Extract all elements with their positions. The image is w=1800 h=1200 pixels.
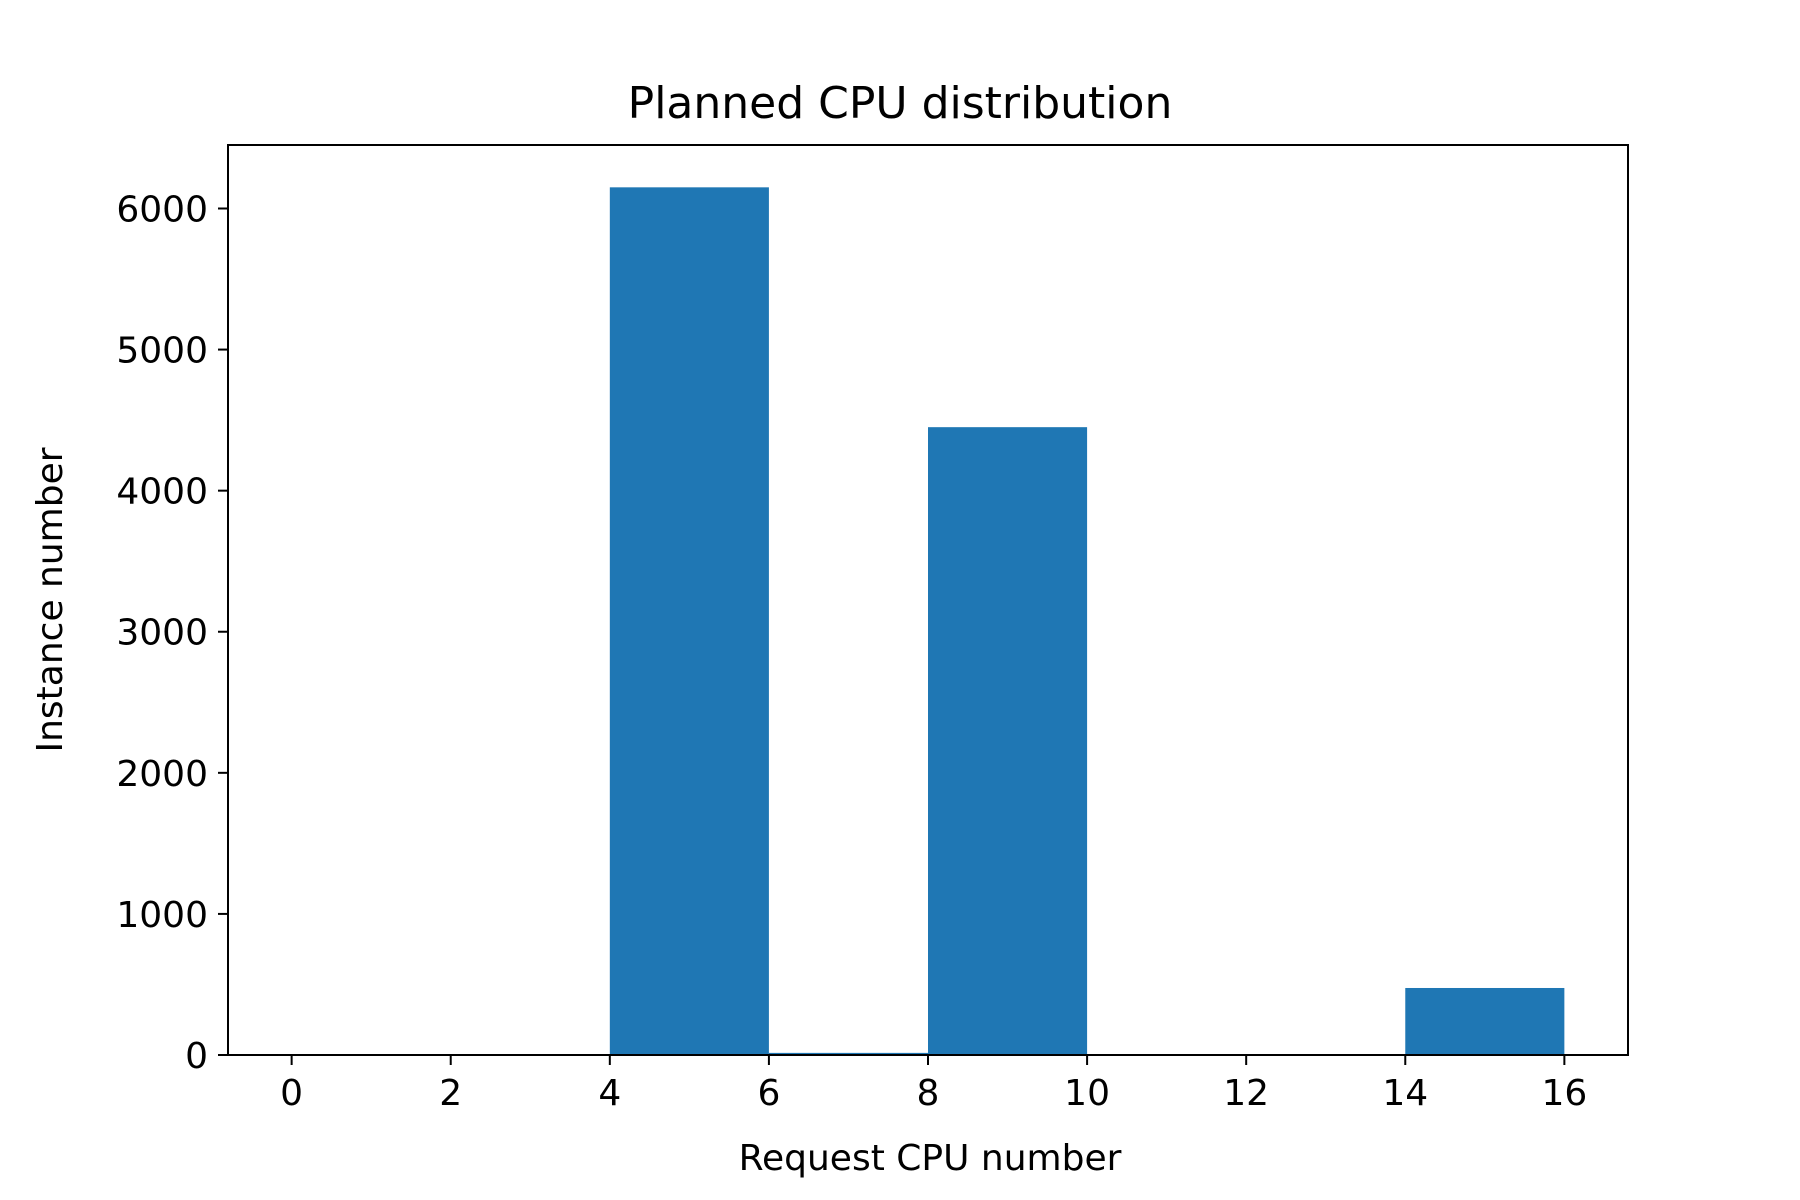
y-tick-label-1: 1000 — [116, 895, 208, 936]
x-tick-label-2: 4 — [598, 1073, 621, 1114]
x-tick-label-8: 16 — [1541, 1073, 1587, 1114]
x-tick-label-5: 10 — [1064, 1073, 1110, 1114]
chart-title: Planned CPU distribution — [628, 78, 1173, 129]
y-axis-ticks: 0 1000 2000 3000 4000 5000 6000 — [116, 189, 228, 1077]
bars-group — [609, 187, 1565, 1056]
x-tick-label-7: 14 — [1382, 1073, 1428, 1114]
x-tick-label-1: 2 — [439, 1073, 462, 1114]
y-tick-label-5: 5000 — [116, 331, 208, 372]
x-tick-label-3: 6 — [757, 1073, 780, 1114]
y-tick-label-0: 0 — [185, 1036, 208, 1077]
y-tick-label-6: 6000 — [116, 189, 208, 230]
histogram-bar-3 — [768, 1052, 928, 1055]
x-tick-label-4: 8 — [917, 1073, 940, 1114]
x-tick-label-6: 12 — [1223, 1073, 1269, 1114]
x-axis-ticks: 0 2 4 6 8 10 12 14 16 — [280, 1055, 1587, 1114]
x-axis-label: Request CPU number — [739, 1138, 1122, 1179]
histogram-bar-2 — [609, 187, 769, 1056]
histogram-bar-4 — [928, 427, 1088, 1055]
histogram-bar-7 — [1405, 987, 1565, 1055]
x-tick-label-0: 0 — [280, 1073, 303, 1114]
y-axis-label: Instance number — [30, 447, 71, 752]
y-tick-label-3: 3000 — [116, 613, 208, 654]
y-tick-label-2: 2000 — [116, 754, 208, 795]
y-tick-label-4: 4000 — [116, 472, 208, 513]
